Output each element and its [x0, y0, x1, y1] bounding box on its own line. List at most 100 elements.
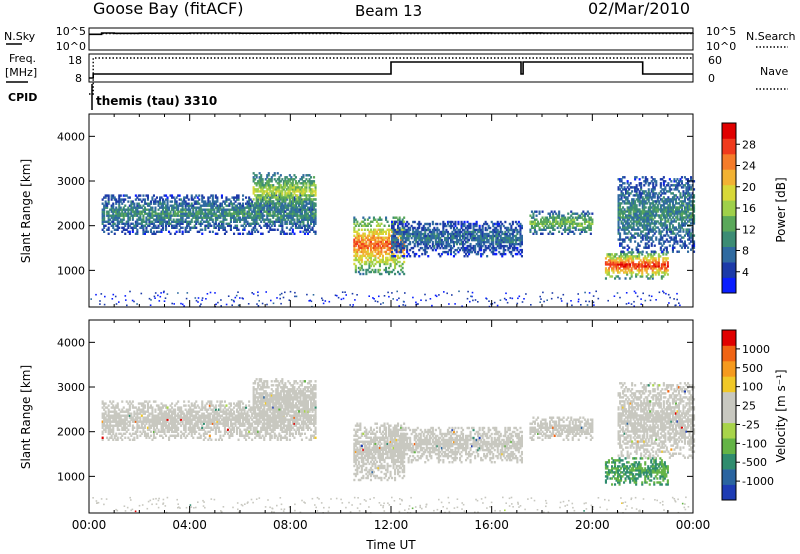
echo-cell: [264, 200, 267, 203]
echo-cell: [282, 206, 285, 209]
echo-cell: [365, 262, 368, 266]
echo-cell: [303, 188, 306, 191]
echo-cell: [258, 214, 261, 217]
echo-cell: [165, 222, 168, 225]
echo-cell: [252, 198, 255, 201]
echo-cell: [190, 214, 193, 217]
echo-cell: [192, 206, 195, 209]
echo-cell: [360, 220, 363, 223]
echo-cell: [267, 206, 270, 209]
echo-cell: [116, 200, 119, 203]
echo-cell: [311, 182, 314, 185]
echo-cell: [275, 196, 278, 199]
echo-cell: [267, 224, 270, 227]
echo-cell: [186, 230, 189, 233]
echo-cell: [186, 214, 189, 217]
echo-cell: [366, 234, 369, 237]
echo-cell: [267, 214, 270, 217]
echo-cell: [403, 272, 406, 276]
echo-cell: [383, 230, 386, 233]
echo-cell: [281, 196, 284, 199]
echo-cell: [211, 220, 214, 223]
echo-cell: [115, 224, 118, 227]
echo-cell: [357, 270, 360, 274]
echo-cell: [285, 182, 288, 185]
echo-cell: [168, 220, 171, 223]
echo-cell: [216, 204, 219, 207]
echo-cell: [394, 272, 397, 276]
echo-cell: [175, 220, 178, 223]
echo-cell: [291, 230, 294, 233]
echo-cell: [193, 216, 196, 219]
echo-cell: [172, 226, 175, 229]
echo-cell: [249, 208, 252, 211]
echo-cell: [181, 206, 184, 209]
echo-cell: [222, 228, 225, 231]
echo-cell: [110, 214, 113, 217]
echo-cell: [638, 271, 641, 274]
echo-cell: [131, 226, 134, 229]
echo-cell: [112, 208, 115, 211]
echo-cell: [249, 232, 252, 235]
echo-cell: [149, 200, 152, 203]
echo-cell: [258, 202, 261, 205]
echo-cell: [168, 222, 171, 225]
echo-cell: [110, 230, 113, 233]
echo-cell: [115, 200, 118, 203]
echo-cell: [357, 246, 360, 250]
echo-cell: [366, 224, 369, 227]
echo-cell: [240, 212, 243, 215]
echo-cell: [210, 210, 213, 213]
echo-cell: [208, 210, 211, 213]
echo-cell: [134, 220, 137, 223]
echo-cell: [640, 182, 643, 185]
echo-cell: [308, 214, 311, 217]
echo-cell: [245, 202, 248, 205]
echo-cell: [486, 255, 489, 258]
echo-cell: [216, 206, 219, 209]
echo-cell: [118, 222, 121, 225]
echo-cell: [369, 256, 372, 260]
echo-cell: [223, 216, 226, 219]
echo-cell: [300, 212, 303, 215]
echo-cell: [252, 190, 255, 193]
echo-cell: [115, 208, 118, 211]
echo-cell: [166, 214, 169, 217]
echo-cell: [263, 220, 266, 223]
echo-cell: [293, 192, 296, 195]
echo-cell: [109, 218, 112, 221]
echo-cell: [257, 196, 260, 199]
echo-cell: [371, 236, 374, 239]
echo-cell: [267, 186, 270, 189]
echo-cell: [380, 260, 383, 264]
echo-cell: [233, 218, 236, 221]
echo-cell: [233, 210, 236, 213]
echo-cell: [187, 220, 190, 223]
echo-cell: [291, 180, 294, 183]
echo-cell: [174, 226, 177, 229]
echo-cell: [362, 240, 365, 244]
echo-cell: [276, 210, 279, 213]
echo-cell: [255, 222, 258, 225]
echo-cell: [278, 224, 281, 227]
echo-cell: [290, 206, 293, 209]
echo-cell: [211, 204, 214, 207]
echo-cell: [228, 204, 231, 207]
echo-cell: [285, 198, 288, 201]
echo-cell: [294, 214, 297, 217]
echo-cell: [236, 208, 239, 211]
echo-cell: [122, 198, 125, 201]
echo-cell: [310, 210, 313, 213]
echo-cell: [145, 202, 148, 205]
echo-cell: [219, 202, 222, 205]
echo-cell: [211, 218, 214, 221]
echo-cell: [243, 212, 246, 215]
echo-cell: [375, 236, 378, 239]
echo-cell: [174, 206, 177, 209]
echo-cell: [362, 234, 365, 237]
echo-cell: [281, 206, 284, 209]
echo-cell: [303, 204, 306, 207]
echo-cell: [377, 238, 380, 241]
echo-cell: [257, 204, 260, 207]
echo-cell: [260, 196, 263, 199]
